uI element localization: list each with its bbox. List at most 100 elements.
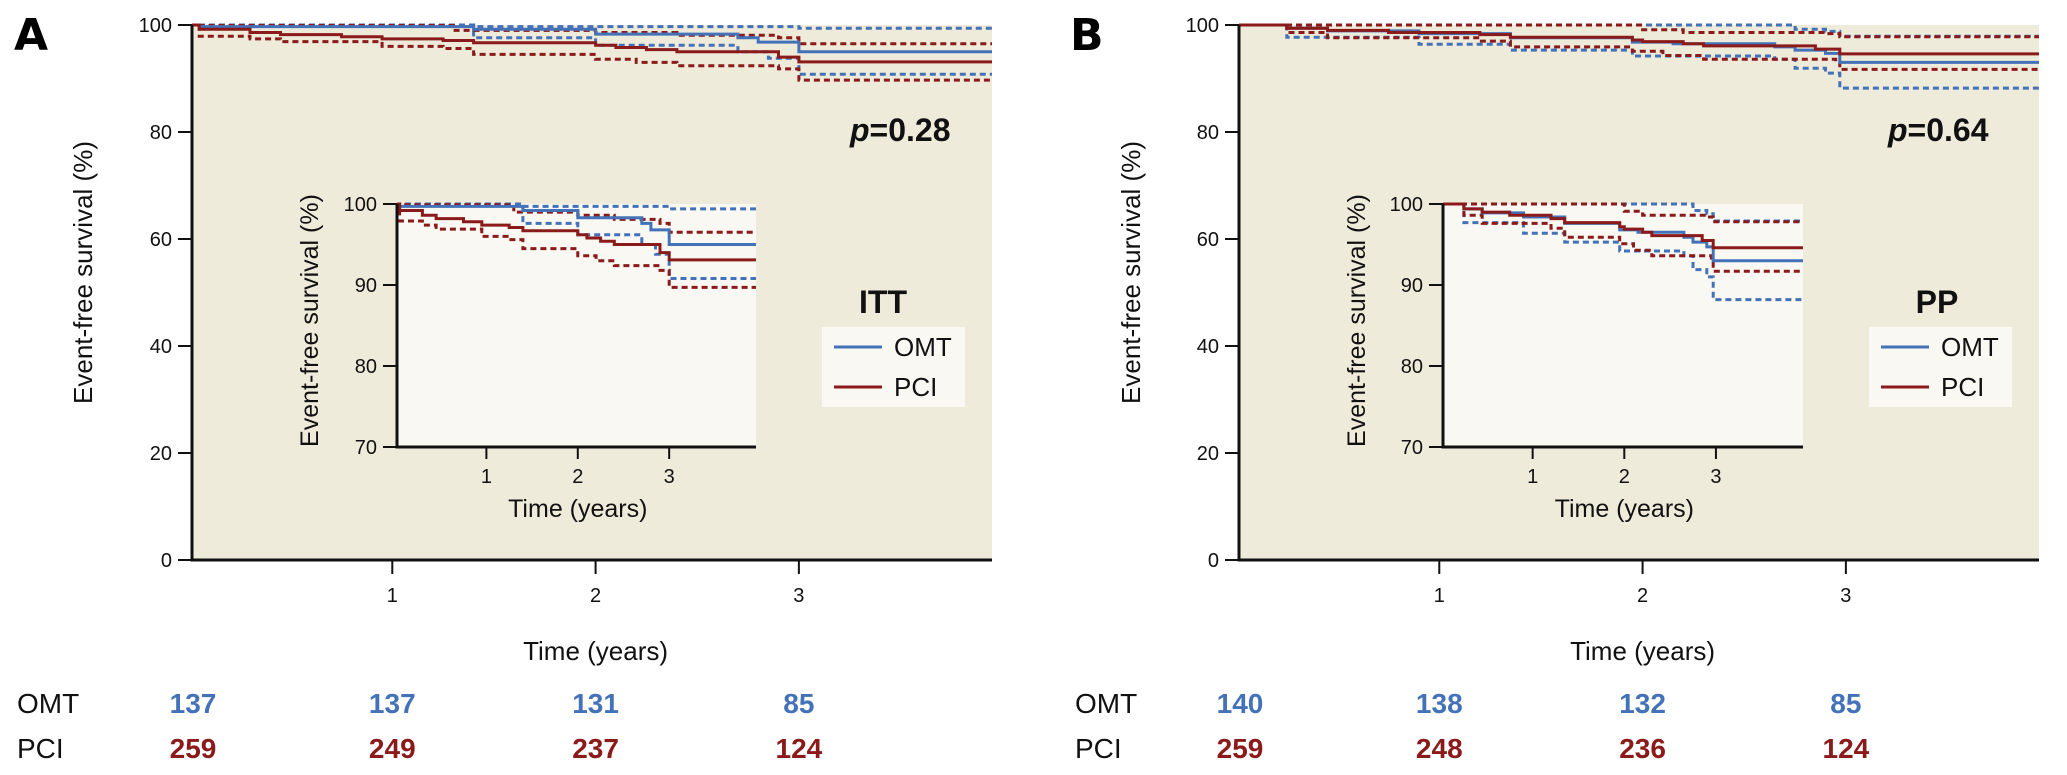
risk-number-omt: 138 [1416,688,1463,719]
y-tick-label: 100 [1186,15,1219,37]
risk-number-pci: 236 [1619,733,1666,764]
risk-number-omt: 85 [783,688,814,719]
panel-b-x-axis-title: Time (years) [1570,636,1715,666]
risk-number-omt: 140 [1217,688,1264,719]
panel-b-main-axes: 0 20 40 60 80 100 1 2 3 [1186,15,2039,607]
x-tick-label: 3 [793,585,804,607]
x-tick-label: 1 [1434,585,1445,607]
risk-numbers: 140 138 132 85 259 248 236 124 [1217,688,1870,764]
panel-b-group-label: PP [1916,284,1959,320]
inset-y-tick-label: 70 [355,437,377,459]
panel-a-y-axis-title: Event-free survival (%) [68,141,98,404]
p-symbol: p [1887,112,1908,148]
y-tick-label: 60 [150,229,172,251]
omt-survival-line [397,202,756,246]
inset-axes: 70 80 90 100 1 2 3 [344,194,756,488]
legend-pci-label: PCI [894,372,937,402]
pci-ci-upper-line [1239,23,2039,39]
risk-number-omt: 137 [170,688,217,719]
y-tick-label: 20 [1197,443,1219,465]
panel-b-p-value: p=0.64 [1887,112,1989,148]
inset-y-axis-title: Event-free survival (%) [296,194,324,447]
risk-numbers: 137 137 131 85 259 249 237 124 [170,688,823,764]
legend-box [822,327,965,407]
inset-curves [1443,202,1803,302]
inset-x-tick-label: 2 [572,466,583,488]
y-tick-label: 0 [1208,550,1219,572]
risk-number-pci: 124 [776,733,823,764]
x-tick-label: 2 [590,585,601,607]
pci-ci-upper-line [1443,202,1803,224]
x-tick-label: 3 [1840,585,1851,607]
p-value-text: =0.64 [1908,112,1989,148]
y-tick-label: 100 [139,15,172,37]
y-tick-label: 40 [150,336,172,358]
inset-x-axis-title: Time (years) [508,495,647,523]
inset-y-tick-label: 100 [1390,194,1423,216]
inset-y-tick-label: 100 [344,194,377,216]
pci-ci-lower-line [192,23,992,82]
inset-x-tick-label: 2 [1619,466,1630,488]
y-tick-label: 40 [1197,336,1219,358]
legend-omt-label: OMT [1941,332,1999,362]
risk-number-pci: 237 [572,733,619,764]
y-tick-label: 20 [150,443,172,465]
panel-a-letter: A [14,10,48,61]
omt-survival-line [192,23,992,54]
omt-ci-upper-line [192,23,992,30]
inset-plot-area [397,204,756,447]
omt-ci-lower-line [397,202,756,280]
inset-axes: 70 80 90 100 1 2 3 [1390,194,1803,488]
inset-x-axis-title: Time (years) [1555,495,1694,523]
inset-y-tick-label: 90 [355,275,377,297]
inset-y-tick-label: 70 [1401,437,1423,459]
p-value-text: =0.28 [870,112,951,148]
panel-b-legend: OMT PCI [1869,327,2012,407]
inset-x-tick-label: 3 [1710,466,1721,488]
panel-a-main-curves [192,23,992,82]
legend-box [1869,327,2012,407]
panel-a-x-axis-title: Time (years) [523,636,668,666]
omt-ci-upper-line [1443,202,1803,223]
inset-y-tick-label: 90 [1401,275,1423,297]
legend-omt-label: OMT [894,332,952,362]
risk-number-omt: 85 [1830,688,1861,719]
x-tick-label: 1 [387,585,398,607]
risk-number-pci: 248 [1416,733,1463,764]
y-tick-label: 80 [1197,122,1219,144]
panel-b-inset: 70 80 90 100 1 2 3 Time (years) Event-free sur… [1343,194,1803,523]
inset-x-tick-label: 1 [1527,466,1538,488]
y-tick-label: 60 [1197,229,1219,251]
pci-ci-upper-line [397,202,756,234]
panel-a-group-label: ITT [859,284,907,320]
pci-survival-line [397,202,756,262]
risk-number-omt: 131 [572,688,619,719]
inset-y-axis-title: Event-free survival (%) [1343,194,1371,447]
panel-b-risk-table: OMT PCI 140 138 132 85 259 248 236 124 [1075,688,1870,764]
pci-survival-line [1239,23,2039,56]
panel-a-main-axes: 0 20 40 60 80 100 1 2 3 [139,15,992,607]
panel-a-p-value: p=0.28 [849,112,951,148]
panel-a: A 0 20 40 60 80 100 1 2 3 Time (years) Event-fre… [14,10,992,764]
risk-number-pci: 249 [369,733,416,764]
panel-a-legend: OMT PCI [822,327,965,407]
panel-b-letter: B [1070,10,1104,61]
inset-plot-area [1443,204,1803,447]
risk-number-omt: 132 [1619,688,1666,719]
inset-y-tick-label: 80 [355,356,377,378]
panel-b-y-axis-title: Event-free survival (%) [1116,141,1146,404]
y-tick-label: 80 [150,122,172,144]
risk-number-pci: 259 [1217,733,1264,764]
risk-row-label-pci: PCI [17,733,64,764]
risk-number-pci: 124 [1823,733,1870,764]
inset-y-tick-label: 80 [1401,356,1423,378]
risk-row-label-omt: OMT [17,688,79,719]
pci-survival-line [1443,202,1803,250]
pci-ci-lower-line [1239,23,2039,71]
omt-ci-upper-line [397,202,756,211]
legend-pci-label: PCI [1941,372,1984,402]
panel-b-main-curves [1239,23,2039,90]
y-tick-label: 0 [161,550,172,572]
panel-a-risk-table: OMT PCI 137 137 131 85 259 249 237 124 [17,688,823,764]
